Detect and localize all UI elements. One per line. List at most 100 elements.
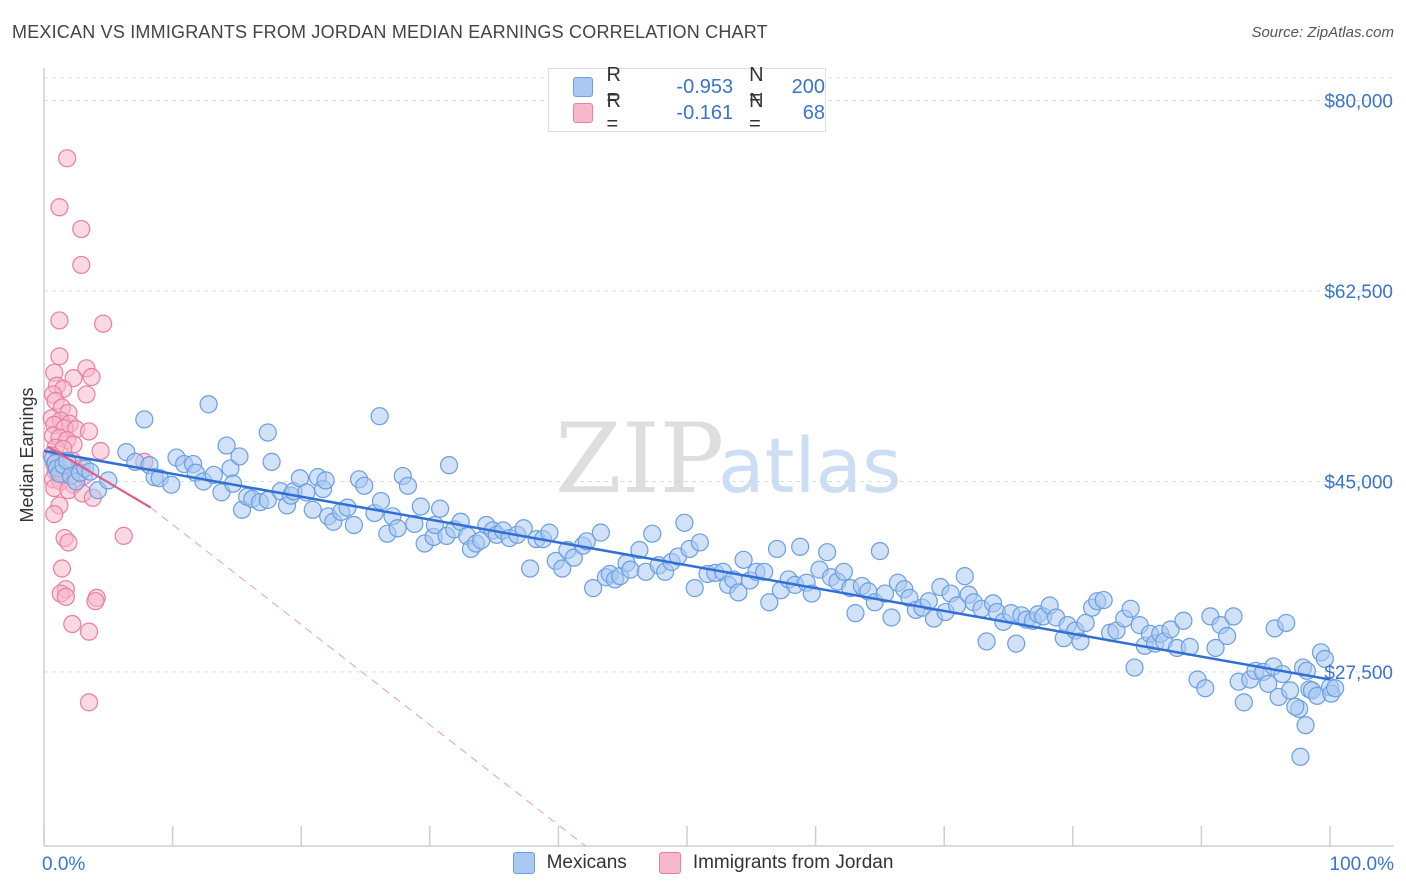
legend-swatch-pink bbox=[658, 852, 681, 874]
data-point-mexicans bbox=[388, 519, 407, 538]
data-point-mexicans bbox=[217, 436, 236, 455]
data-point-mexicans bbox=[1206, 638, 1225, 658]
data-point-mexicans bbox=[258, 423, 277, 442]
data-point-jordan bbox=[59, 533, 78, 552]
data-point-jordan bbox=[45, 505, 64, 524]
data-point-jordan bbox=[52, 559, 72, 578]
legend-label-mexicans: Mexicans bbox=[546, 852, 627, 873]
data-point-mexicans bbox=[955, 567, 974, 586]
data-point-mexicans bbox=[405, 514, 424, 534]
data-point-jordan bbox=[50, 347, 69, 366]
data-point-mexicans bbox=[734, 550, 753, 569]
data-point-mexicans bbox=[1125, 658, 1144, 677]
trend-lines bbox=[43, 445, 1331, 847]
legend-row-jordan: R = -0.161 N = 68 bbox=[573, 90, 826, 135]
data-point-mexicans bbox=[1196, 679, 1215, 698]
series-legend: Mexicans Immigrants from Jordan bbox=[0, 852, 1406, 874]
data-point-mexicans bbox=[882, 608, 901, 627]
data-point-mexicans bbox=[729, 583, 748, 602]
data-point-mexicans bbox=[439, 456, 459, 475]
data-point-mexicans bbox=[411, 497, 430, 516]
data-point-mexicans bbox=[553, 559, 572, 578]
data-point-mexicans bbox=[767, 539, 787, 559]
data-point-mexicans bbox=[584, 579, 603, 598]
data-point-jordan bbox=[114, 526, 133, 545]
legend-row-mexicans: R = -0.953 N = 200 bbox=[573, 64, 826, 109]
data-point-mexicans bbox=[355, 476, 374, 495]
data-point-mexicans bbox=[1218, 626, 1237, 646]
data-point-mexicans bbox=[1121, 599, 1140, 618]
trend-line-jordan bbox=[47, 445, 152, 509]
data-point-jordan bbox=[79, 422, 99, 441]
legend-item-mexicans: Mexicans bbox=[512, 852, 627, 874]
legend-r-label: R = bbox=[606, 64, 621, 109]
data-point-jordan bbox=[91, 441, 110, 461]
data-point-mexicans bbox=[370, 407, 389, 426]
data-point-mexicans bbox=[398, 476, 418, 495]
data-point-mexicans bbox=[846, 604, 865, 623]
data-point-mexicans bbox=[818, 543, 837, 562]
series-mexicans-points bbox=[43, 395, 1345, 766]
data-point-mexicans bbox=[919, 592, 938, 611]
tick-labels: $80,000 $62,500 $45,000 $27,500 0.0% 100.0% bbox=[42, 92, 1394, 875]
y-tick-label: $27,500 bbox=[1324, 663, 1393, 684]
data-point-mexicans bbox=[591, 523, 610, 542]
legend-n-label: N = bbox=[749, 90, 764, 135]
y-tick-label: $45,000 bbox=[1324, 472, 1393, 493]
data-point-mexicans bbox=[162, 475, 181, 494]
legend-n-label: N = bbox=[749, 64, 764, 109]
data-point-mexicans bbox=[1234, 693, 1253, 712]
data-point-jordan bbox=[50, 311, 69, 330]
y-tick-label: $80,000 bbox=[1324, 92, 1393, 113]
data-point-mexicans bbox=[1094, 590, 1113, 610]
data-point-mexicans bbox=[675, 513, 694, 532]
data-point-mexicans bbox=[685, 579, 704, 598]
chart-title: MEXICAN VS IMMIGRANTS FROM JORDAN MEDIAN… bbox=[12, 22, 768, 42]
legend-n-value: 68 bbox=[802, 101, 826, 124]
data-point-jordan bbox=[79, 622, 99, 641]
data-point-mexicans bbox=[875, 584, 895, 603]
data-point-jordan bbox=[56, 587, 75, 606]
data-point-mexicans bbox=[760, 593, 779, 612]
data-point-jordan bbox=[82, 367, 101, 387]
data-point-mexicans bbox=[1007, 634, 1026, 653]
x-tick-label: 0.0% bbox=[42, 854, 85, 875]
legend-label-jordan: Immigrants from Jordan bbox=[692, 852, 894, 873]
gridlines bbox=[44, 77, 1394, 673]
y-axis-label: Median Earnings bbox=[17, 387, 37, 522]
data-point-mexicans bbox=[1076, 613, 1095, 633]
data-point-mexicans bbox=[344, 515, 364, 535]
series-jordan-points bbox=[42, 149, 154, 712]
data-point-jordan bbox=[58, 149, 77, 168]
data-point-mexicans bbox=[834, 562, 853, 581]
data-point-mexicans bbox=[791, 537, 810, 556]
data-point-mexicans bbox=[1174, 611, 1193, 630]
data-point-mexicans bbox=[621, 560, 640, 579]
data-point-mexicans bbox=[690, 533, 709, 552]
data-point-mexicans bbox=[521, 559, 540, 578]
data-point-mexicans bbox=[199, 395, 218, 414]
correlation-legend: R = -0.953 N = 200 R = -0.161 N = 68 bbox=[548, 64, 826, 135]
data-point-mexicans bbox=[755, 562, 774, 581]
data-point-jordan bbox=[50, 198, 69, 217]
y-tick-label: $62,500 bbox=[1324, 282, 1393, 303]
watermark-zip: ZIP bbox=[555, 403, 724, 515]
x-tick-label: 100.0% bbox=[1330, 854, 1395, 875]
data-point-mexicans bbox=[1296, 716, 1315, 735]
axes bbox=[43, 68, 1394, 847]
legend-r-value: -0.953 bbox=[676, 75, 734, 98]
data-point-mexicans bbox=[316, 471, 335, 490]
data-point-mexicans bbox=[262, 452, 281, 471]
data-point-mexicans bbox=[1291, 747, 1310, 766]
legend-r-label: R = bbox=[606, 90, 621, 135]
data-point-jordan bbox=[77, 385, 96, 404]
legend-n-value: 200 bbox=[791, 75, 826, 98]
data-point-jordan bbox=[86, 592, 105, 611]
trend-line-mexicans bbox=[43, 449, 1331, 681]
data-point-mexicans bbox=[1277, 613, 1296, 633]
legend-item-jordan: Immigrants from Jordan bbox=[658, 852, 894, 874]
legend-r-value: -0.161 bbox=[676, 101, 734, 124]
data-point-jordan bbox=[94, 314, 113, 333]
data-point-mexicans bbox=[1326, 679, 1345, 698]
data-point-mexicans bbox=[1259, 674, 1278, 693]
